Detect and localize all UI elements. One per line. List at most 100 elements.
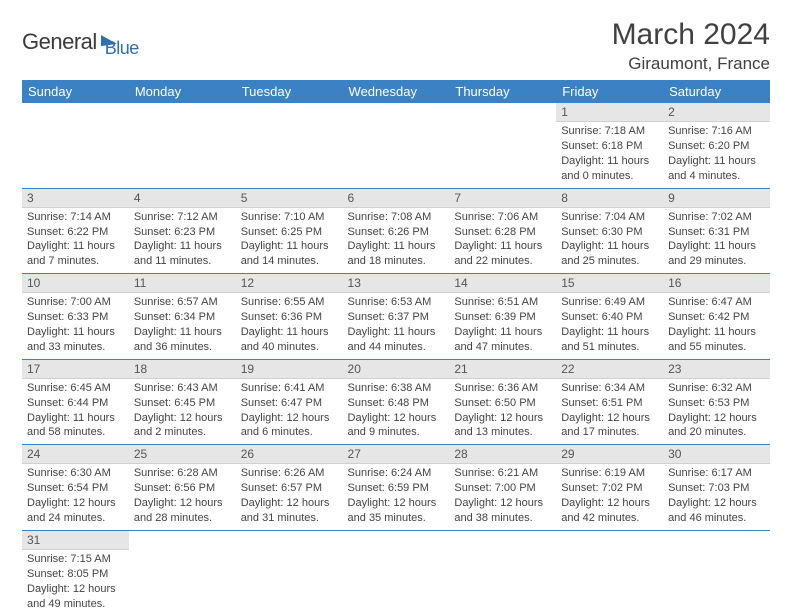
sunrise-line: Sunrise: 7:06 AM — [454, 210, 551, 225]
day-cell: 1Sunrise: 7:18 AMSunset: 6:18 PMDaylight… — [556, 103, 663, 188]
day-body: Sunrise: 6:51 AMSunset: 6:39 PMDaylight:… — [449, 293, 556, 358]
location: Giraumont, France — [612, 54, 770, 74]
day-body: Sunrise: 6:32 AMSunset: 6:53 PMDaylight:… — [663, 379, 770, 444]
sunrise-line: Sunrise: 7:02 AM — [668, 210, 765, 225]
day-body: Sunrise: 6:45 AMSunset: 6:44 PMDaylight:… — [22, 379, 129, 444]
day-body: Sunrise: 6:49 AMSunset: 6:40 PMDaylight:… — [556, 293, 663, 358]
day-cell: 31Sunrise: 7:15 AMSunset: 8:05 PMDayligh… — [22, 530, 129, 615]
daylight-line: Daylight: 11 hours and 25 minutes. — [561, 239, 658, 269]
sunset-line: Sunset: 6:26 PM — [348, 225, 445, 240]
day-body: Sunrise: 6:17 AMSunset: 7:03 PMDaylight:… — [663, 464, 770, 529]
logo-text-1: General — [22, 29, 97, 55]
day-body: Sunrise: 6:57 AMSunset: 6:34 PMDaylight:… — [129, 293, 236, 358]
calendar-week: 10Sunrise: 7:00 AMSunset: 6:33 PMDayligh… — [22, 274, 770, 360]
dow-tuesday: Tuesday — [236, 80, 343, 103]
empty-cell — [663, 530, 770, 615]
day-number: 3 — [22, 189, 129, 208]
daylight-line: Daylight: 11 hours and 40 minutes. — [241, 325, 338, 355]
sunset-line: Sunset: 6:45 PM — [134, 396, 231, 411]
day-cell: 28Sunrise: 6:21 AMSunset: 7:00 PMDayligh… — [449, 445, 556, 531]
calendar-week: 31Sunrise: 7:15 AMSunset: 8:05 PMDayligh… — [22, 530, 770, 615]
day-cell: 22Sunrise: 6:34 AMSunset: 6:51 PMDayligh… — [556, 359, 663, 445]
sunrise-line: Sunrise: 7:04 AM — [561, 210, 658, 225]
day-body: Sunrise: 7:10 AMSunset: 6:25 PMDaylight:… — [236, 208, 343, 273]
daylight-line: Daylight: 12 hours and 46 minutes. — [668, 496, 765, 526]
day-number: 24 — [22, 445, 129, 464]
day-body: Sunrise: 6:38 AMSunset: 6:48 PMDaylight:… — [343, 379, 450, 444]
day-body: Sunrise: 6:53 AMSunset: 6:37 PMDaylight:… — [343, 293, 450, 358]
daylight-line: Daylight: 12 hours and 31 minutes. — [241, 496, 338, 526]
calendar-week: 24Sunrise: 6:30 AMSunset: 6:54 PMDayligh… — [22, 445, 770, 531]
day-cell: 11Sunrise: 6:57 AMSunset: 6:34 PMDayligh… — [129, 274, 236, 360]
dow-monday: Monday — [129, 80, 236, 103]
empty-cell — [236, 103, 343, 188]
sunset-line: Sunset: 6:30 PM — [561, 225, 658, 240]
day-number: 12 — [236, 274, 343, 293]
day-number: 26 — [236, 445, 343, 464]
day-body: Sunrise: 6:24 AMSunset: 6:59 PMDaylight:… — [343, 464, 450, 529]
day-number: 15 — [556, 274, 663, 293]
empty-cell — [449, 103, 556, 188]
logo-triangle-icon — [101, 33, 117, 46]
day-cell: 4Sunrise: 7:12 AMSunset: 6:23 PMDaylight… — [129, 188, 236, 274]
day-body: Sunrise: 6:55 AMSunset: 6:36 PMDaylight:… — [236, 293, 343, 358]
day-number: 17 — [22, 360, 129, 379]
sunrise-line: Sunrise: 7:08 AM — [348, 210, 445, 225]
day-number: 31 — [22, 531, 129, 550]
sunset-line: Sunset: 8:05 PM — [27, 567, 124, 582]
day-cell: 2Sunrise: 7:16 AMSunset: 6:20 PMDaylight… — [663, 103, 770, 188]
day-body: Sunrise: 6:19 AMSunset: 7:02 PMDaylight:… — [556, 464, 663, 529]
sunrise-line: Sunrise: 7:00 AM — [27, 295, 124, 310]
sunrise-line: Sunrise: 7:16 AM — [668, 124, 765, 139]
daylight-line: Daylight: 12 hours and 13 minutes. — [454, 411, 551, 441]
sunset-line: Sunset: 6:50 PM — [454, 396, 551, 411]
day-body: Sunrise: 7:12 AMSunset: 6:23 PMDaylight:… — [129, 208, 236, 273]
daylight-line: Daylight: 11 hours and 58 minutes. — [27, 411, 124, 441]
daylight-line: Daylight: 11 hours and 44 minutes. — [348, 325, 445, 355]
sunset-line: Sunset: 6:47 PM — [241, 396, 338, 411]
sunrise-line: Sunrise: 6:21 AM — [454, 466, 551, 481]
daylight-line: Daylight: 11 hours and 36 minutes. — [134, 325, 231, 355]
day-body: Sunrise: 6:30 AMSunset: 6:54 PMDaylight:… — [22, 464, 129, 529]
sunset-line: Sunset: 6:18 PM — [561, 139, 658, 154]
calendar-week: 17Sunrise: 6:45 AMSunset: 6:44 PMDayligh… — [22, 359, 770, 445]
dow-thursday: Thursday — [449, 80, 556, 103]
sunset-line: Sunset: 6:31 PM — [668, 225, 765, 240]
daylight-line: Daylight: 11 hours and 22 minutes. — [454, 239, 551, 269]
day-body: Sunrise: 6:36 AMSunset: 6:50 PMDaylight:… — [449, 379, 556, 444]
empty-cell — [129, 103, 236, 188]
daylight-line: Daylight: 11 hours and 14 minutes. — [241, 239, 338, 269]
daylight-line: Daylight: 12 hours and 28 minutes. — [134, 496, 231, 526]
day-number: 13 — [343, 274, 450, 293]
sunset-line: Sunset: 6:59 PM — [348, 481, 445, 496]
day-number: 19 — [236, 360, 343, 379]
daylight-line: Daylight: 11 hours and 4 minutes. — [668, 154, 765, 184]
day-body: Sunrise: 7:08 AMSunset: 6:26 PMDaylight:… — [343, 208, 450, 273]
day-number: 16 — [663, 274, 770, 293]
sunset-line: Sunset: 6:20 PM — [668, 139, 765, 154]
day-number: 4 — [129, 189, 236, 208]
day-cell: 12Sunrise: 6:55 AMSunset: 6:36 PMDayligh… — [236, 274, 343, 360]
daylight-line: Daylight: 12 hours and 17 minutes. — [561, 411, 658, 441]
empty-cell — [129, 530, 236, 615]
day-number: 6 — [343, 189, 450, 208]
day-body: Sunrise: 7:15 AMSunset: 8:05 PMDaylight:… — [22, 550, 129, 615]
daylight-line: Daylight: 12 hours and 20 minutes. — [668, 411, 765, 441]
day-number: 25 — [129, 445, 236, 464]
day-body: Sunrise: 7:06 AMSunset: 6:28 PMDaylight:… — [449, 208, 556, 273]
sunrise-line: Sunrise: 6:17 AM — [668, 466, 765, 481]
sunset-line: Sunset: 6:23 PM — [134, 225, 231, 240]
day-number: 8 — [556, 189, 663, 208]
day-cell: 25Sunrise: 6:28 AMSunset: 6:56 PMDayligh… — [129, 445, 236, 531]
sunset-line: Sunset: 6:42 PM — [668, 310, 765, 325]
day-cell: 29Sunrise: 6:19 AMSunset: 7:02 PMDayligh… — [556, 445, 663, 531]
day-cell: 26Sunrise: 6:26 AMSunset: 6:57 PMDayligh… — [236, 445, 343, 531]
day-number: 29 — [556, 445, 663, 464]
dow-sunday: Sunday — [22, 80, 129, 103]
day-body: Sunrise: 6:26 AMSunset: 6:57 PMDaylight:… — [236, 464, 343, 529]
sunset-line: Sunset: 7:03 PM — [668, 481, 765, 496]
day-body: Sunrise: 7:18 AMSunset: 6:18 PMDaylight:… — [556, 122, 663, 187]
day-cell: 6Sunrise: 7:08 AMSunset: 6:26 PMDaylight… — [343, 188, 450, 274]
sunset-line: Sunset: 6:57 PM — [241, 481, 338, 496]
empty-cell — [556, 530, 663, 615]
